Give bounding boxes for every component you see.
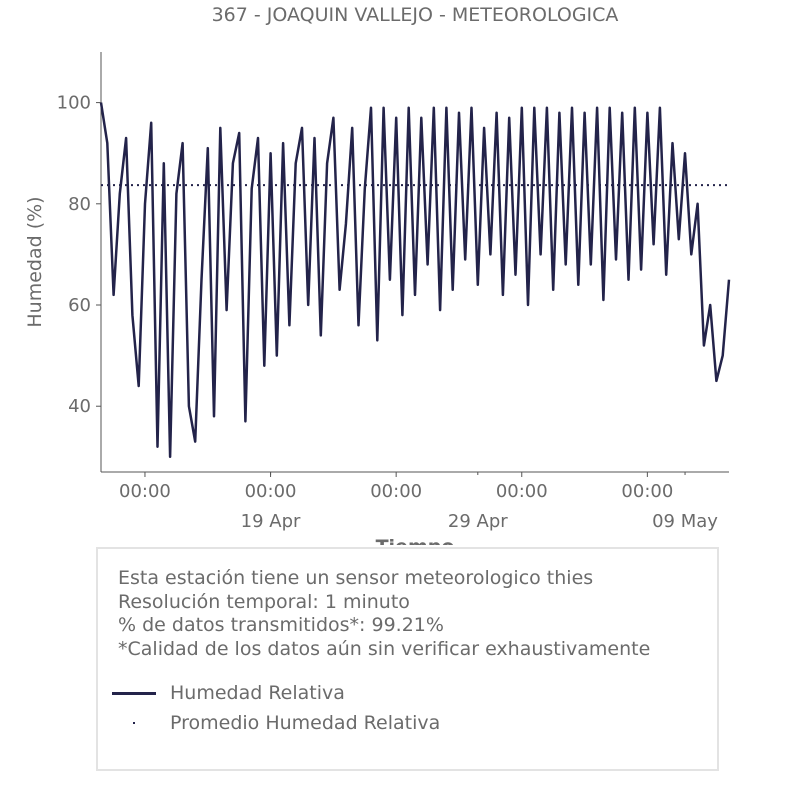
y-tick-label: 60 (68, 295, 91, 316)
info-line-resolution: Resolución temporal: 1 minuto (118, 590, 410, 613)
axis-ticks: 40 60 80 100 00:00 00:00 00:00 00:00 00:00 19 Apr… (57, 93, 719, 532)
x-date-label: 19 Apr (241, 511, 301, 532)
legend-item-average: Promedio Humedad Relativa (112, 711, 440, 735)
info-line-transmitted: % de datos transmitidos*: 99.21% (118, 614, 444, 636)
y-tick-label: 100 (57, 93, 91, 114)
info-line-sensor: Esta estación tiene un sensor meteorolog… (118, 567, 594, 589)
y-tick-label: 40 (68, 396, 91, 417)
legend-item-humidity: Humedad Relativa (112, 681, 345, 705)
info-text: Esta estación tiene un sensor meteorolog… (118, 567, 650, 661)
x-axis-label: Tiempo (376, 536, 455, 545)
x-date-label: 09 May (652, 511, 718, 532)
info-line-quality: *Calidad de los datos aún sin verificar … (118, 637, 651, 660)
y-axis-label: Humedad (%) (24, 196, 46, 327)
x-tick-label: 00:00 (119, 481, 171, 502)
legend-label-average: Promedio Humedad Relativa (170, 712, 441, 734)
x-tick-label: 00:00 (621, 481, 673, 502)
humidity-series-line (99, 102, 731, 459)
humidity-chart: 367 - JOAQUIN VALLEJO - METEOROLOGICA Hu… (24, 4, 731, 545)
legend-dot-swatch (112, 711, 156, 735)
x-date-label: 29 Apr (448, 511, 508, 532)
x-tick-label: 00:00 (245, 481, 297, 502)
x-tick-label: 00:00 (370, 481, 422, 502)
legend-label-humidity: Humedad Relativa (170, 682, 345, 704)
legend-line-swatch (112, 681, 156, 705)
y-tick-label: 80 (68, 194, 91, 215)
x-tick-label: 00:00 (496, 481, 548, 502)
chart-title: 367 - JOAQUIN VALLEJO - METEOROLOGICA (212, 4, 619, 26)
plot-series (99, 102, 731, 459)
info-box: Esta estación tiene un sensor meteorolog… (96, 547, 719, 771)
